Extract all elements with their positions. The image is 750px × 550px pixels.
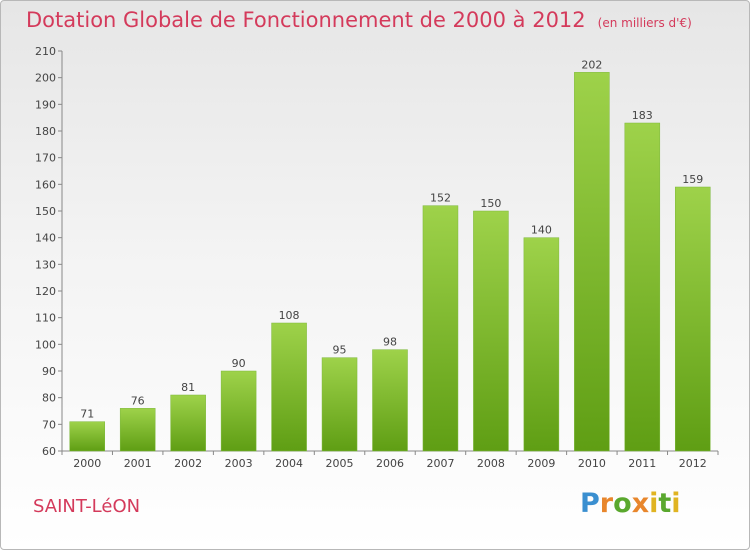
y-axis: 60 70 80 90 100 110 120 130 140 150 160 170 180 190 20… xyxy=(35,45,63,458)
bar xyxy=(321,357,358,452)
y-tick-label: 90 xyxy=(42,365,56,378)
x-tick-label: 2005 xyxy=(326,457,354,470)
bar-value-label: 202 xyxy=(581,58,602,71)
y-tick-label: 180 xyxy=(35,125,56,138)
bar xyxy=(624,122,661,452)
y-tick-label: 100 xyxy=(35,338,56,351)
bar-value-label: 150 xyxy=(480,197,501,210)
bar-value-label: 76 xyxy=(131,394,145,407)
bar xyxy=(473,210,509,452)
bar xyxy=(574,72,610,452)
bar xyxy=(271,322,307,452)
bar-value-label: 183 xyxy=(632,109,653,122)
y-tick-label: 200 xyxy=(35,72,56,85)
x-tick-label: 2006 xyxy=(376,457,404,470)
x-tick-label: 2011 xyxy=(628,457,656,470)
y-tick-label: 70 xyxy=(42,418,56,431)
y-tick-label: 60 xyxy=(42,445,56,458)
bar xyxy=(69,421,105,452)
bar-value-label: 140 xyxy=(531,224,552,237)
bar-value-label: 71 xyxy=(80,408,94,421)
town-name: SAINT-LéON xyxy=(33,496,141,517)
x-tick-label: 2004 xyxy=(275,457,303,470)
x-tick-label: 2001 xyxy=(124,457,152,470)
bar-value-label: 98 xyxy=(383,336,397,349)
x-tick-label: 2009 xyxy=(527,457,555,470)
y-tick-label: 150 xyxy=(35,205,56,218)
bar xyxy=(372,349,408,452)
proxiti-logo: Proxiti xyxy=(580,488,681,519)
bar-value-label: 159 xyxy=(682,173,703,186)
title-text: Dotation Globale de Fonctionnement de 20… xyxy=(26,8,586,32)
x-tick-label: 2012 xyxy=(679,457,707,470)
x-tick-label: 2010 xyxy=(578,457,606,470)
bar-value-label: 152 xyxy=(430,192,451,205)
y-tick-label: 110 xyxy=(35,312,56,325)
bar xyxy=(170,394,206,452)
bar-value-label: 108 xyxy=(279,309,300,322)
x-tick-label: 2007 xyxy=(426,457,454,470)
y-tick-label: 170 xyxy=(35,152,56,165)
bar xyxy=(523,237,560,452)
y-tick-label: 140 xyxy=(35,232,56,245)
y-tick-label: 210 xyxy=(35,45,56,58)
y-tick-label: 190 xyxy=(35,98,56,111)
y-tick-label: 130 xyxy=(35,258,56,271)
x-tick-label: 2003 xyxy=(225,457,253,470)
bar-value-label: 81 xyxy=(181,381,195,394)
y-tick-label: 120 xyxy=(35,285,56,298)
bar-value-label: 90 xyxy=(232,357,246,370)
x-tick-label: 2008 xyxy=(477,457,505,470)
bar xyxy=(675,186,711,452)
y-tick-label: 160 xyxy=(35,178,56,191)
x-tick-label: 2000 xyxy=(73,457,101,470)
unit-label: (en milliers d'€) xyxy=(597,16,692,30)
bar-value-label: 95 xyxy=(333,344,347,357)
bar xyxy=(220,370,257,452)
bars: 71 76 81 90 108 95 98 152 150 140 202 183 159 xyxy=(69,58,711,452)
bar xyxy=(422,205,459,452)
y-tick-label: 80 xyxy=(42,392,56,405)
bar xyxy=(119,408,156,452)
x-tick-label: 2002 xyxy=(174,457,202,470)
chart-title: Dotation Globale de Fonctionnement de 20… xyxy=(26,8,692,32)
x-axis: 2000 2001 2002 2003 2004 2005 2006 2007 2008 2009… xyxy=(61,450,719,470)
